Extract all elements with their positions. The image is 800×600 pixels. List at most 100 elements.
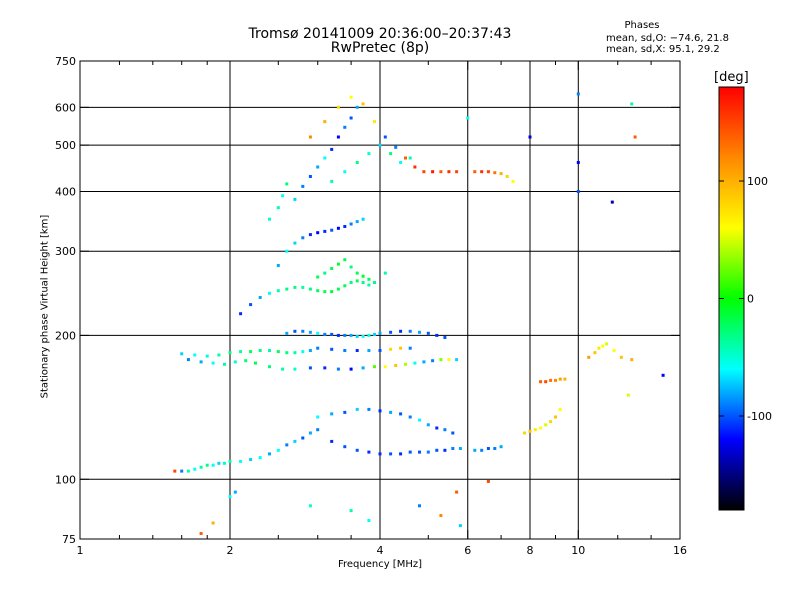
data-point [511, 179, 515, 183]
data-point [413, 361, 417, 365]
data-point [458, 524, 462, 528]
data-point [439, 170, 443, 174]
x-tick-label: 2 [227, 544, 234, 557]
data-point [330, 439, 334, 443]
data-point [223, 362, 226, 366]
data-point [281, 367, 285, 371]
data-point [308, 175, 312, 178]
data-point [343, 333, 347, 337]
data-point [493, 171, 497, 175]
data-point [431, 170, 435, 174]
data-point [418, 450, 421, 454]
data-point [435, 448, 439, 452]
data-point [293, 367, 297, 371]
data-point [228, 459, 232, 463]
data-point [389, 452, 393, 456]
data-point [408, 450, 412, 454]
data-point [199, 360, 203, 364]
data-point [597, 346, 601, 350]
data-point [199, 465, 203, 469]
data-point [276, 264, 280, 267]
data-point [361, 102, 365, 106]
x-tick-label: 4 [377, 544, 384, 557]
data-point [323, 271, 327, 275]
data-point [308, 366, 312, 370]
data-point [349, 509, 353, 513]
data-point [330, 347, 334, 351]
data-point [539, 380, 543, 384]
data-point [399, 161, 403, 164]
data-point [408, 346, 412, 350]
data-point [612, 349, 616, 352]
data-point [199, 532, 203, 535]
data-point [349, 95, 353, 99]
data-point [336, 105, 340, 109]
data-point [323, 156, 327, 160]
data-point [413, 165, 417, 169]
data-point [349, 222, 353, 226]
data-point [394, 364, 398, 367]
data-point [378, 409, 382, 413]
data-point [361, 334, 365, 338]
y-tick-label: 750 [55, 55, 76, 68]
data-point [281, 194, 285, 198]
data-point [439, 358, 443, 362]
phases-o-stats: mean, sd,O: −74.6, 21.8 [606, 33, 729, 44]
data-point [186, 469, 190, 473]
data-point [473, 170, 477, 174]
data-point [408, 329, 412, 333]
data-point [239, 350, 243, 354]
data-point [193, 467, 197, 471]
data-point [367, 277, 371, 281]
data-point [399, 412, 403, 416]
axes: 1 2 4 6 8 10 16 75 100 200 300 400 500 600 750 [55, 55, 687, 557]
colorbar-tick-label: 0 [747, 293, 754, 306]
data-point [486, 479, 490, 483]
data-point [316, 275, 320, 279]
data-point [223, 461, 226, 465]
data-point [349, 333, 353, 337]
data-point [343, 284, 347, 288]
data-point [301, 285, 305, 289]
data-point [373, 365, 376, 369]
data-point [330, 290, 334, 294]
data-point [404, 156, 407, 160]
data-point [308, 287, 312, 291]
data-point [205, 463, 209, 467]
data-point [293, 285, 297, 289]
data-point [336, 367, 340, 371]
data-point [330, 267, 334, 270]
data-point [439, 514, 443, 517]
data-point [301, 236, 305, 240]
data-point [361, 281, 365, 284]
y-tick-label: 75 [62, 533, 76, 546]
data-point [316, 231, 320, 235]
data-point [554, 415, 557, 419]
data-point [576, 92, 580, 96]
data-point [323, 332, 327, 336]
data-point [378, 143, 382, 147]
data-point [544, 380, 548, 384]
data-point [355, 279, 359, 283]
data-point [455, 358, 459, 362]
data-point [293, 439, 297, 443]
data-point [473, 448, 477, 452]
data-point [355, 161, 359, 164]
data-point [361, 217, 365, 221]
y-tick-label: 100 [55, 473, 76, 486]
data-point [268, 217, 271, 221]
data-point [361, 366, 365, 370]
data-point [355, 105, 359, 109]
data-point [378, 331, 382, 335]
data-point [389, 347, 393, 351]
data-point [254, 361, 257, 365]
data-point [367, 283, 371, 287]
data-point [268, 365, 271, 369]
data-point [367, 450, 371, 454]
data-point [563, 377, 567, 381]
data-point [355, 220, 359, 224]
data-point [276, 206, 280, 210]
data-point [576, 190, 580, 193]
data-point [378, 349, 382, 352]
